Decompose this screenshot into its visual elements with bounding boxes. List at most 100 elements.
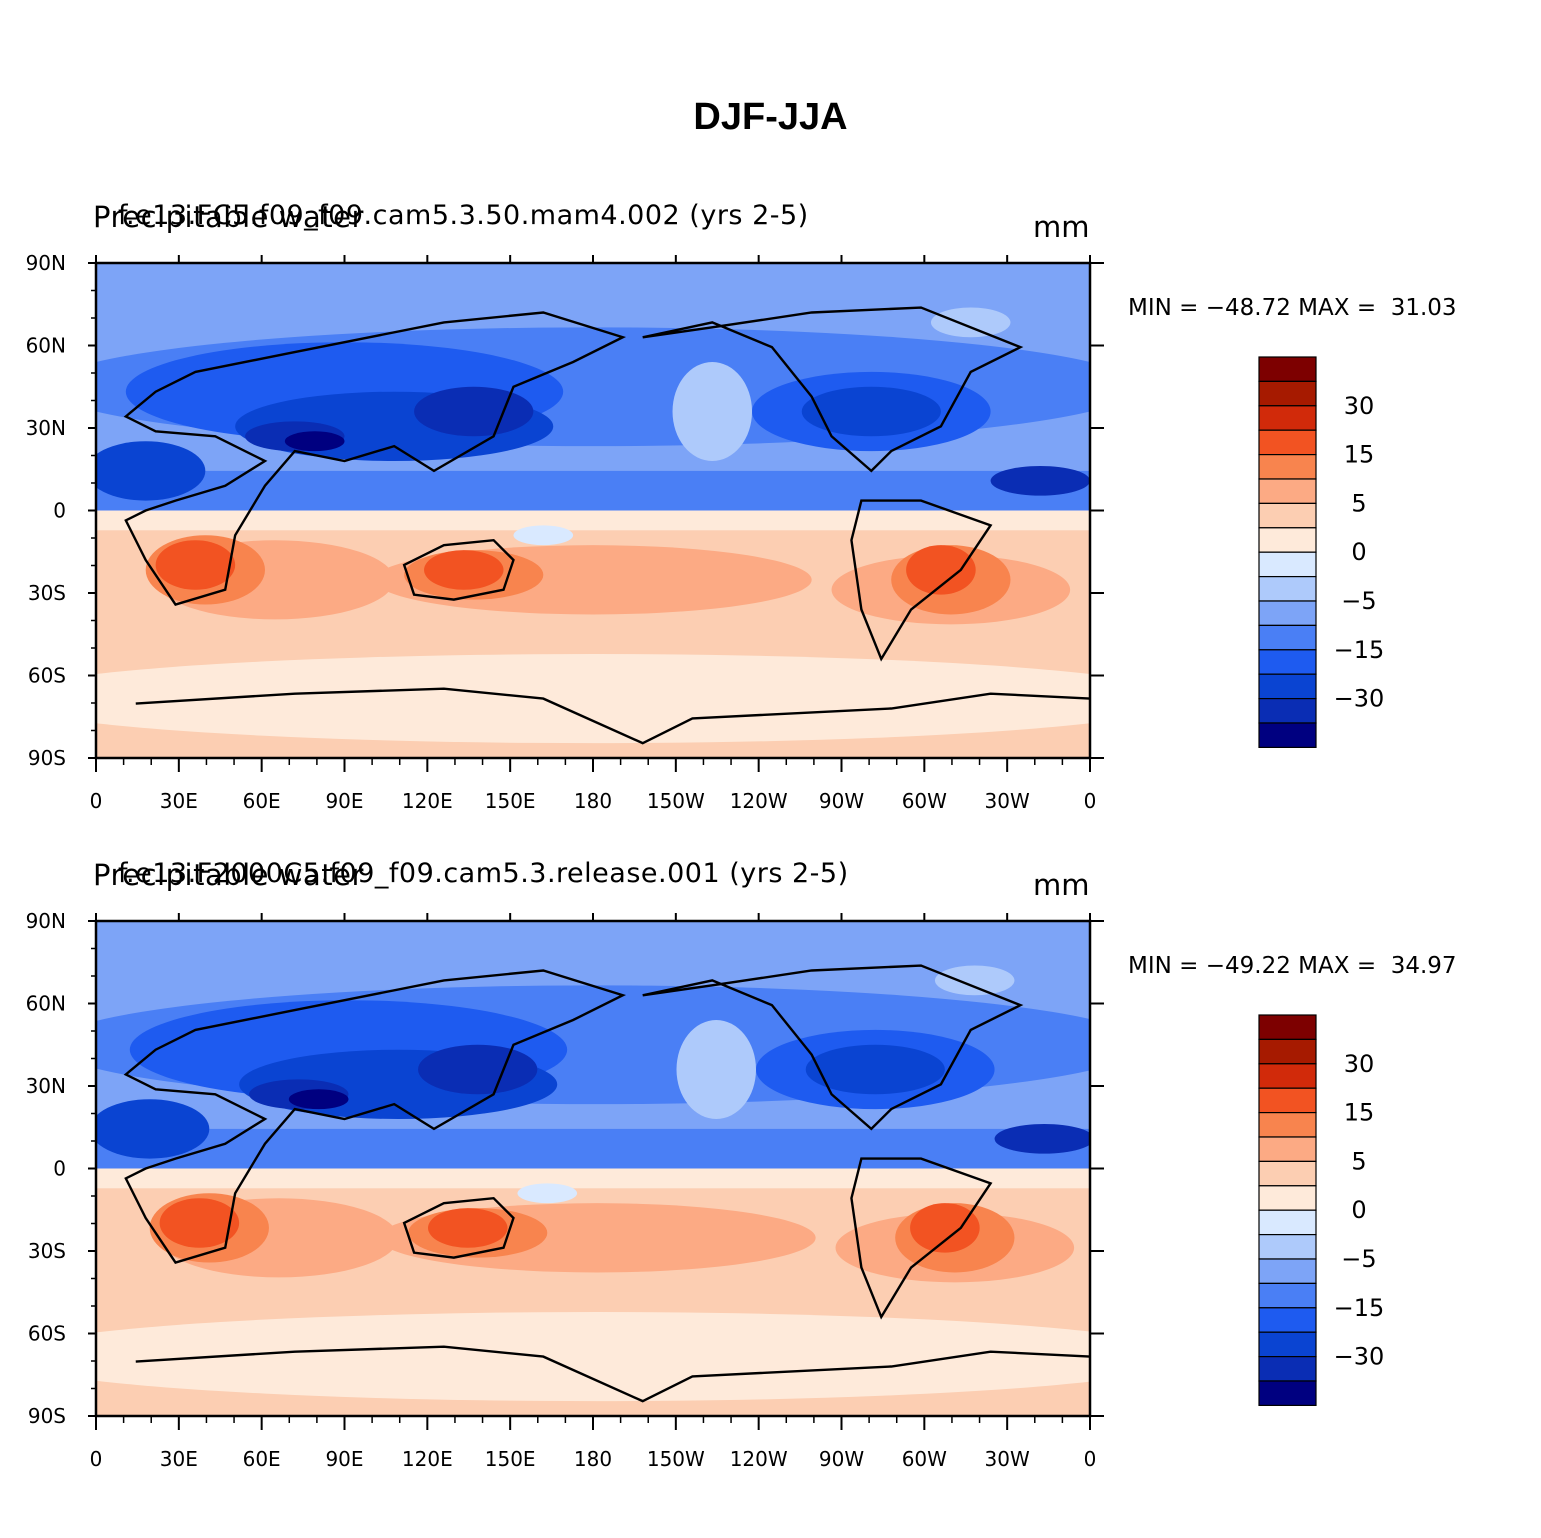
min-value: −49.22 <box>1205 953 1291 979</box>
lat-tick-label: 60S <box>28 664 66 688</box>
lon-tick-label: 0 <box>90 789 103 813</box>
colorbar-box <box>1258 624 1317 651</box>
lat-tick-label: 30N <box>26 416 66 440</box>
contour-region <box>990 465 1090 496</box>
min-label: MIN = <box>1128 295 1206 321</box>
units-label: mm <box>1033 868 1090 902</box>
lon-tick-label: 0 <box>90 1447 103 1471</box>
field-band <box>96 1168 1090 1189</box>
max-label: MAX = <box>1298 953 1384 979</box>
contour-region <box>934 965 1015 996</box>
lat-tick-label: 30N <box>26 1074 66 1098</box>
contour-region <box>424 550 504 590</box>
lat-tick-label: 90S <box>28 1404 66 1428</box>
contour-region <box>801 386 941 437</box>
lon-tick-label: 120E <box>402 789 453 813</box>
lon-tick-label: 180 <box>574 789 612 813</box>
map-panel-top: Precipitable water f.e13.FC5.f09_f09.cam… <box>0 0 1541 813</box>
colorbar-box <box>1258 575 1317 602</box>
colorbar-label: 5 <box>1351 1147 1366 1175</box>
contour-region <box>414 386 534 437</box>
colorbar-label: 15 <box>1344 441 1375 469</box>
lat-tick-label: 30S <box>28 1239 66 1263</box>
panel-variable-label: Precipitable water <box>93 200 364 234</box>
lon-tick-label: 60E <box>243 789 281 813</box>
map-svg: 90N 60N 30N 0 30S 60S 90S 0 30E 60E 90E 120E 150E 180… <box>26 909 1385 1471</box>
colorbar-box <box>1258 356 1317 382</box>
lon-tick-label: 30W <box>985 789 1030 813</box>
panel-case-label: f.e13.FC5.f09_f09.cam5.3.50.mam4.002 (yr… <box>118 200 809 231</box>
contour-region <box>288 1089 349 1110</box>
colorbar-box <box>1258 649 1317 675</box>
lon-tick-label: 0 <box>1084 789 1097 813</box>
lon-tick-label: 180 <box>574 1447 612 1471</box>
contour-region <box>910 1203 980 1253</box>
contour-region <box>994 1123 1090 1154</box>
lat-tick-label: 60S <box>28 1322 66 1346</box>
contour-region <box>284 431 345 452</box>
min-max-readout: MIN = −49.22 MAX = 34.97 <box>1128 953 1457 979</box>
contour-region <box>517 1183 578 1204</box>
colorbar-box <box>1258 1038 1317 1065</box>
lat-tick-label: 30S <box>28 581 66 605</box>
colorbar-box <box>1258 1063 1317 1089</box>
contour-region <box>96 654 1090 744</box>
colorbar-box <box>1258 1331 1317 1358</box>
colorbar-box <box>1258 1185 1317 1211</box>
contour-region <box>96 1099 210 1159</box>
contour-field <box>96 263 1090 758</box>
lon-tick-label: 30W <box>985 1447 1030 1471</box>
colorbar-box <box>1258 454 1317 480</box>
lon-tick-label: 90W <box>819 1447 864 1471</box>
colorbar-box <box>1258 1136 1317 1162</box>
lon-tick-label: 30E <box>160 789 198 813</box>
coastline <box>123 969 627 1264</box>
lon-tick-label: 0 <box>1084 1447 1097 1471</box>
coastline <box>850 1157 993 1320</box>
field-band <box>96 1128 1090 1169</box>
coastline <box>402 538 515 601</box>
contour-region <box>155 540 236 590</box>
lon-tick-label: 150W <box>647 789 705 813</box>
contour-region <box>906 545 976 595</box>
lon-tick-label: 60E <box>243 1447 281 1471</box>
colorbar-box <box>1258 1355 1317 1382</box>
contour-field <box>96 921 1090 1416</box>
colorbar-box <box>1258 478 1317 504</box>
colorbar-box <box>1258 1282 1317 1309</box>
colorbar-label: 15 <box>1344 1099 1375 1127</box>
coastline <box>135 687 1090 745</box>
contour-region <box>96 441 206 501</box>
lon-tick-label: 150W <box>647 1447 705 1471</box>
lon-tick-label: 60W <box>902 789 947 813</box>
lon-tick-label: 150E <box>485 789 536 813</box>
coastline <box>850 499 993 662</box>
colorbar-box <box>1258 697 1317 724</box>
min-label: MIN = <box>1128 953 1206 979</box>
field-band <box>96 510 1090 531</box>
map-svg: 90N 60N 30N 0 30S 60S 90S 0 30E 60E 90E 120E 150E 180… <box>26 251 1385 813</box>
field-band <box>96 470 1090 511</box>
colorbar-label: 0 <box>1351 538 1366 566</box>
colorbar-box <box>1258 502 1317 529</box>
units-label: mm <box>1033 210 1090 244</box>
contour-region <box>930 307 1011 338</box>
colorbar-box <box>1258 1233 1317 1260</box>
min-max-readout: MIN = −48.72 MAX = 31.03 <box>1128 295 1457 321</box>
colorbar-label: −5 <box>1341 587 1376 615</box>
colorbar-box <box>1258 405 1317 431</box>
coastline <box>402 1196 515 1259</box>
lon-tick-label: 120W <box>730 789 788 813</box>
lat-tick-label: 0 <box>53 1157 66 1181</box>
contour-region <box>159 1198 240 1248</box>
colorbar-box <box>1258 1087 1317 1114</box>
colorbar-box <box>1258 1258 1317 1284</box>
coastline <box>642 306 1024 473</box>
colorbar-label: 0 <box>1351 1196 1366 1224</box>
colorbar-box <box>1258 1160 1317 1187</box>
lat-tick-label: 0 <box>53 499 66 523</box>
lat-tick-label: 60N <box>26 992 66 1016</box>
contour-region <box>96 1312 1090 1402</box>
max-value: 34.97 <box>1390 953 1457 979</box>
lat-tick-label: 90N <box>26 909 66 933</box>
